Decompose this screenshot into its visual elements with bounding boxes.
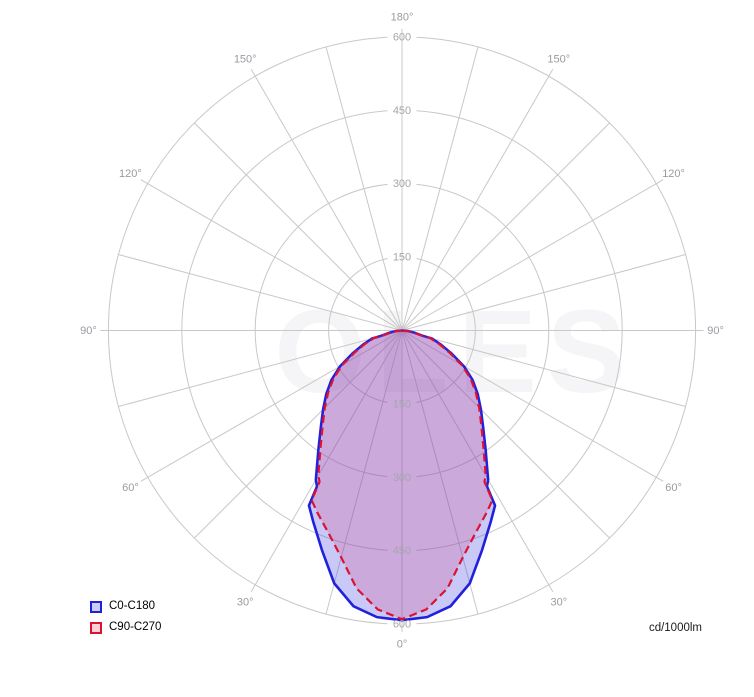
legend-label-c0-c180: C0-C180 xyxy=(109,600,156,613)
polar-grid xyxy=(100,28,704,633)
svg-text:150°: 150° xyxy=(234,53,257,65)
curve-c90-c270 xyxy=(310,329,494,621)
c90-c270-swatch-icon xyxy=(90,622,102,634)
legend-item-c90-c270: C90-C270 xyxy=(90,620,161,636)
svg-text:30°: 30° xyxy=(550,597,567,609)
svg-text:60°: 60° xyxy=(122,482,139,494)
svg-text:600: 600 xyxy=(393,31,411,43)
legend: C0-C180 C90-C270 xyxy=(90,599,161,636)
svg-text:450: 450 xyxy=(393,105,411,117)
radial-tick-labels: 150 150 300 300 450 450 600 600 xyxy=(393,31,411,630)
svg-text:120°: 120° xyxy=(119,168,142,180)
legend-item-c0-c180: C0-C180 xyxy=(90,599,161,615)
svg-text:30°: 30° xyxy=(237,597,254,609)
svg-text:150: 150 xyxy=(393,252,411,264)
svg-text:90°: 90° xyxy=(80,325,97,337)
legend-label-c90-c270: C90-C270 xyxy=(109,621,162,634)
svg-text:150: 150 xyxy=(393,398,411,410)
svg-text:600: 600 xyxy=(393,619,411,631)
c0-c180-swatch-icon xyxy=(90,601,102,613)
svg-text:0°: 0° xyxy=(397,639,408,651)
svg-text:120°: 120° xyxy=(662,168,685,180)
svg-text:180°: 180° xyxy=(391,11,414,23)
svg-text:300: 300 xyxy=(393,178,411,190)
svg-text:150°: 150° xyxy=(547,53,570,65)
svg-text:90°: 90° xyxy=(707,325,724,337)
unit-label: cd/1000lm xyxy=(648,622,702,634)
angle-labels: 0° 30° 30° 60° 60° 90° 90° 120° 120° 150° 150° 180° xyxy=(80,11,724,650)
svg-text:60°: 60° xyxy=(665,482,682,494)
svg-text:450: 450 xyxy=(393,545,411,557)
svg-text:300: 300 xyxy=(393,472,411,484)
